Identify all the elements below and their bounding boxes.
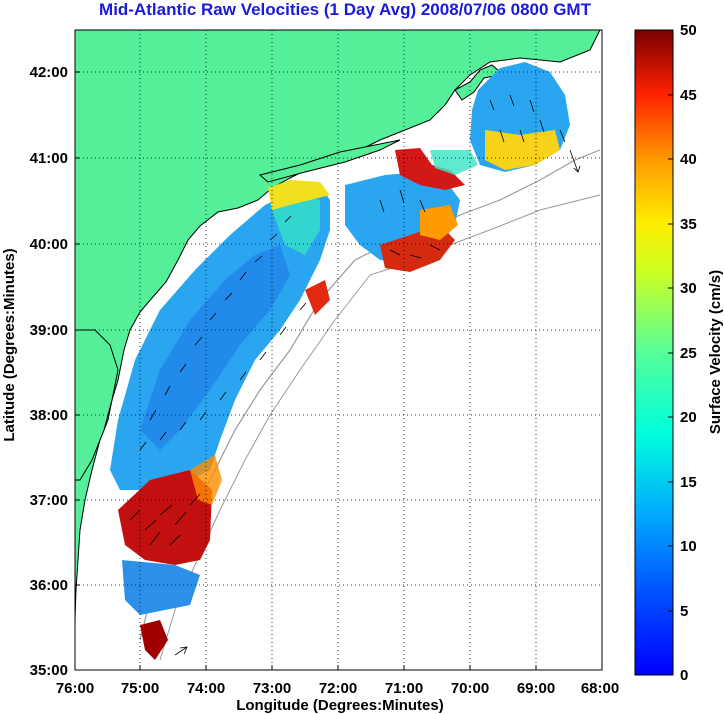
land-mainland	[75, 30, 601, 621]
velocity-patch-ne-strip	[395, 148, 465, 190]
velocity-patch-south-tip	[140, 620, 168, 660]
colorbar-tick-labels: 0 5 10 15 20 25 30 35 40 45 50	[680, 22, 697, 684]
colorbar-label: Surface Velocity (cm/s)	[707, 270, 724, 434]
x-tick-label: 68:00	[581, 680, 619, 697]
velocity-patch-coastal-yellow	[268, 180, 330, 210]
velocity-field	[110, 62, 570, 660]
colorbar-tick-label: 20	[680, 409, 697, 426]
colorbar-ticks	[668, 94, 673, 612]
x-tick-label: 71:00	[385, 680, 423, 697]
x-tick-label: 74:00	[187, 680, 225, 697]
colorbar-tick-label: 40	[680, 151, 697, 168]
x-tick-label: 69:00	[517, 680, 555, 697]
velocity-patch-gulf-cyan	[430, 150, 478, 175]
velocity-patch-east-orange	[420, 205, 458, 240]
colorbar-tick-label: 10	[680, 538, 697, 555]
velocity-patch-south-orange	[190, 455, 222, 505]
colorbar-tick-label: 45	[680, 87, 697, 104]
velocity-patch-south-tail	[122, 560, 200, 615]
y-tick-label: 40:00	[30, 236, 68, 253]
velocity-patch-south	[118, 470, 212, 565]
y-tick-label: 37:00	[30, 492, 68, 509]
x-tick-labels: 76:00 75:00 74:00 73:00 72:00 71:00 70:0…	[56, 680, 619, 697]
velocity-patch-blue-core	[140, 245, 290, 450]
colorbar: 0 5 10 15 20 25 30 35 40 45 50 Surface V…	[634, 22, 724, 684]
x-tick-label: 73:00	[253, 680, 291, 697]
colorbar-tick-label: 15	[680, 474, 697, 491]
colorbar-tick-label: 50	[680, 22, 697, 39]
map-title: Mid-Atlantic Raw Velocities (1 Day Avg) …	[99, 0, 591, 19]
colorbar-tick-label: 0	[680, 667, 688, 684]
velocity-vectors	[129, 94, 581, 656]
x-axis-label: Longitude (Degrees:Minutes)	[236, 697, 444, 714]
y-tick-label: 41:00	[30, 150, 68, 167]
map-grid	[75, 30, 602, 670]
x-tick-label: 76:00	[56, 680, 94, 697]
x-tick-label: 72:00	[319, 680, 357, 697]
land-long-island	[258, 139, 401, 183]
velocity-patch-midshelf-red	[305, 280, 330, 315]
x-tick-label: 75:00	[121, 680, 159, 697]
colorbar-tick-label: 5	[680, 603, 688, 620]
y-tick-label: 35:00	[30, 662, 68, 679]
y-tick-label: 36:00	[30, 577, 68, 594]
tick-marks	[75, 71, 537, 670]
colorbar-tick-label: 25	[680, 345, 697, 362]
y-axis-label: Latitude (Degrees:Minutes)	[1, 248, 18, 441]
colorbar-tick-label: 30	[680, 280, 697, 297]
y-tick-labels: 35:00 36:00 37:00 38:00 39:00 40:00 41:0…	[30, 64, 68, 679]
x-tick-label: 70:00	[451, 680, 489, 697]
map-axes: 76:00 75:00 74:00 73:00 72:00 71:00 70:0…	[1, 29, 619, 714]
colorbar-gradient	[634, 29, 674, 676]
y-tick-label: 38:00	[30, 407, 68, 424]
colorbar-tick-label: 35	[680, 216, 697, 233]
velocity-patch-edge-cyan	[270, 195, 320, 255]
y-tick-label: 39:00	[30, 322, 68, 339]
y-tick-label: 42:00	[30, 64, 68, 81]
